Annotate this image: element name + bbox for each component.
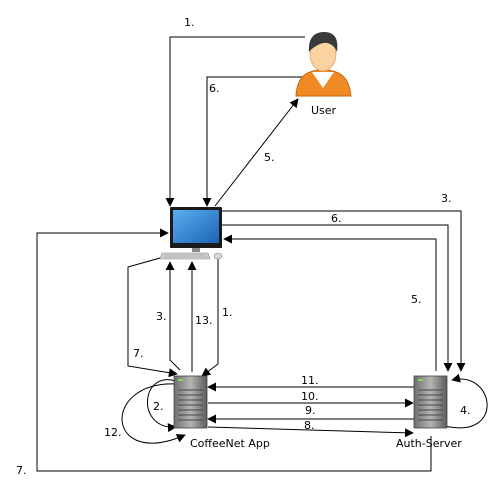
flow-1-user-to-workstation <box>165 36 305 207</box>
step-label: 1. <box>222 306 233 319</box>
step-label: 6. <box>209 82 220 95</box>
step-label: 5. <box>264 151 275 164</box>
step-label: 4. <box>460 404 471 417</box>
step-label: 7. <box>133 347 144 360</box>
flow-4-auth-self-loop <box>444 373 488 429</box>
step-label: 6. <box>331 212 342 225</box>
server-icon <box>173 375 208 429</box>
user-label: User <box>311 104 337 117</box>
flow-8-app-to-auth <box>207 426 414 438</box>
step-label: 3. <box>441 192 452 205</box>
step-label: 11. <box>301 374 319 387</box>
desktop-computer-icon <box>159 207 223 260</box>
flow-12-app-outer-loop <box>121 383 186 444</box>
step-label: 2. <box>153 400 164 413</box>
step-label: 1. <box>184 16 195 29</box>
flow-5-auth-to-workstation <box>223 234 437 371</box>
flow-7-outer-loop <box>36 228 432 472</box>
flow-2-app-self-loop <box>147 379 177 433</box>
step-label: 5. <box>411 293 422 306</box>
flow-3-app-to-workstation <box>165 261 181 371</box>
auth-server-label: Auth-Server <box>396 437 462 450</box>
step-label: 13. <box>195 314 213 327</box>
app-server-label: CoffeeNet App <box>190 437 270 450</box>
server-icon <box>413 375 448 429</box>
step-label: 7. <box>16 464 27 477</box>
user-icon <box>295 32 352 97</box>
flow-6-user-to-workstation <box>202 76 303 207</box>
flow-5-workstation-to-user <box>214 98 299 207</box>
step-label: 9. <box>305 404 316 417</box>
step-label: 10. <box>301 390 319 403</box>
flow-6-workstation-to-auth <box>222 224 453 372</box>
step-label: 12. <box>104 426 122 439</box>
flow-3-workstation-to-auth <box>222 210 466 372</box>
step-label: 3. <box>156 310 167 323</box>
step-label: 8. <box>304 419 315 432</box>
flow-7-workstation-to-app <box>127 257 178 378</box>
